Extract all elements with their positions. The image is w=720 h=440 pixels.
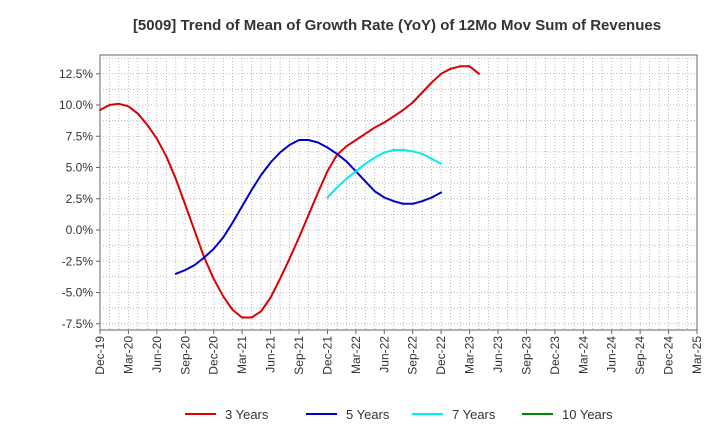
x-tick-label: Mar-20 [121, 336, 135, 374]
legend-label: 5 Years [346, 407, 390, 422]
x-tick-label: Jun-21 [264, 336, 278, 373]
y-tick-label: 5.0% [66, 161, 94, 175]
x-tick-label: Mar-21 [235, 336, 249, 374]
x-tick-label: Mar-25 [690, 336, 704, 374]
series-line-7-years [326, 149, 443, 199]
x-axis-ticks: Dec-19 Mar-20 Jun-20 Sep-20 Dec-20 Mar-21 Jun-… [93, 330, 704, 375]
y-tick-label: -5.0% [62, 286, 94, 300]
x-tick-label: Dec-22 [434, 336, 448, 375]
x-tick-label: Sep-21 [292, 336, 306, 375]
x-tick-label: Jun-20 [150, 336, 164, 373]
x-tick-label: Mar-22 [349, 336, 363, 374]
legend-label: 3 Years [225, 407, 269, 422]
x-tick-label: Sep-23 [519, 336, 533, 375]
grid-lines [100, 55, 697, 330]
y-tick-label: 10.0% [59, 98, 93, 112]
y-tick-label: 0.0% [66, 223, 94, 237]
x-tick-label: Jun-24 [605, 336, 619, 373]
x-tick-label: Jun-22 [377, 336, 391, 373]
y-tick-label: 7.5% [66, 129, 94, 143]
plot-area [99, 54, 698, 331]
x-tick-label: Mar-23 [463, 336, 477, 374]
legend: 3 Years 5 Years 7 Years 10 Years [185, 407, 613, 422]
legend-label: 7 Years [452, 407, 496, 422]
x-tick-label: Dec-20 [207, 336, 221, 375]
chart-title: [5009] Trend of Mean of Growth Rate (YoY… [133, 17, 661, 34]
y-axis-ticks: 12.5% 10.0% 7.5% 5.0% 2.5% 0.0% -2.5% -5.0% -7.5… [59, 67, 100, 331]
y-tick-label: -7.5% [62, 317, 94, 331]
series-lines [99, 65, 480, 319]
y-tick-label: 2.5% [66, 192, 94, 206]
series-line-3-years [99, 65, 480, 319]
x-tick-label: Mar-24 [576, 336, 590, 374]
x-tick-label: Dec-23 [548, 336, 562, 375]
legend-label: 10 Years [562, 407, 613, 422]
x-tick-label: Sep-20 [178, 336, 192, 375]
series-line-5-years [174, 139, 443, 275]
x-tick-label: Dec-21 [320, 336, 334, 375]
x-tick-label: Dec-24 [662, 336, 676, 375]
x-tick-label: Sep-22 [406, 336, 420, 375]
y-tick-label: 12.5% [59, 67, 93, 81]
x-tick-label: Jun-23 [491, 336, 505, 373]
x-tick-label: Dec-19 [93, 336, 107, 375]
y-tick-label: -2.5% [62, 254, 94, 268]
x-tick-label: Sep-24 [633, 336, 647, 375]
